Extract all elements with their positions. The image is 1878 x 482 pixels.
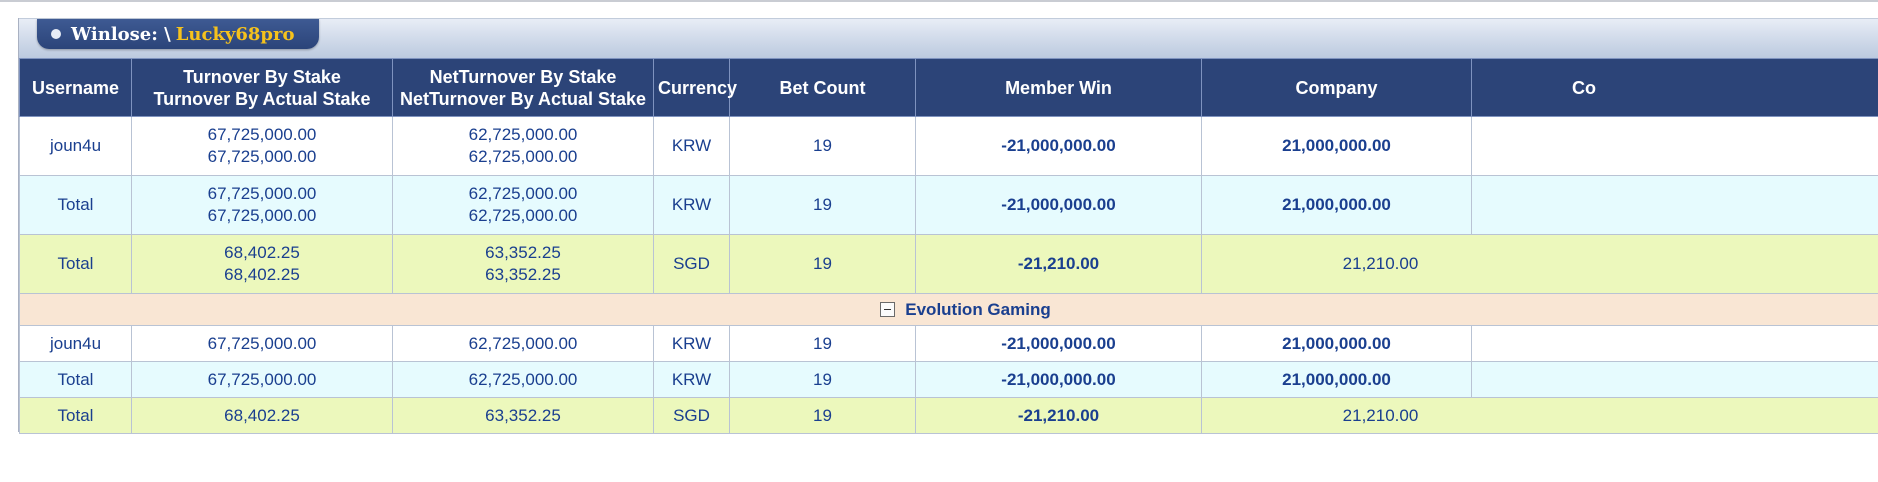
turnover-value: 68,402.25 [131,397,393,434]
total-label: Total [19,175,132,235]
username-link[interactable]: joun4u [19,325,132,362]
header-turnover-stake: Turnover By Stake [183,66,341,87]
panel-title-tab: Winlose: \ Lucky68pro [37,19,319,49]
table-row: joun4u 67,725,000.00 62,725,000.00 KRW 1… [19,325,1878,362]
header-turnover-actual: Turnover By Actual Stake [153,88,371,109]
header-currency[interactable]: Currency [653,58,737,117]
net-actual-value: 62,725,000.00 [468,206,578,225]
turnover-cell: 67,725,000.00 67,725,000.00 [131,175,393,235]
member-win-cell: -21,000,000.00 [915,116,1202,176]
turnover-stake-value: 67,725,000.00 [207,184,317,203]
winlose-panel: Winlose: \ Lucky68pro Username Turnover … [18,18,1878,434]
currency-cell: KRW [653,325,730,362]
header-bet-count[interactable]: Bet Count [729,58,916,117]
turnover-actual-value: 68,402.25 [224,265,300,284]
netturnover-value: 62,725,000.00 [392,361,654,398]
header-username[interactable]: Username [19,58,132,117]
username-link[interactable]: joun4u [19,116,132,176]
netturnover-value: 62,725,000.00 [392,325,654,362]
company-cell: 21,000,000.00 [1201,116,1472,176]
member-win-cell: -21,000,000.00 [915,175,1202,235]
co-cell [1471,116,1878,176]
net-stake-value: 62,725,000.00 [468,184,578,203]
group-name: Evolution Gaming [905,299,1051,319]
panel-title-bar: Winlose: \ Lucky68pro [19,18,1878,58]
bet-count-cell: 19 [729,325,916,362]
turnover-value: 67,725,000.00 [131,325,393,362]
turnover-cell: 67,725,000.00 67,725,000.00 [131,116,393,176]
header-net-stake: NetTurnover By Stake [429,66,617,87]
net-actual-value: 63,352.25 [485,265,561,284]
currency-cell: KRW [653,361,730,398]
turnover-stake-value: 68,402.25 [224,243,300,262]
currency-cell: KRW [653,175,730,235]
title-prefix: Winlose: \ [71,23,171,45]
turnover-actual-value: 67,725,000.00 [207,206,317,225]
netturnover-value: 63,352.25 [392,397,654,434]
company-cell: 21,210.00 [1201,397,1878,434]
table-row: Total 67,725,000.00 62,725,000.00 KRW 19… [19,361,1878,398]
header-turnover[interactable]: Turnover By Stake Turnover By Actual Sta… [131,58,393,117]
company-cell: 21,000,000.00 [1201,325,1472,362]
net-actual-value: 62,725,000.00 [468,147,578,166]
netturnover-cell: 62,725,000.00 62,725,000.00 [392,116,654,176]
company-cell: 21,000,000.00 [1201,361,1472,398]
table-row: Total 67,725,000.00 67,725,000.00 62,725… [19,175,1878,235]
co-cell [1471,325,1878,362]
bet-count-cell: 19 [729,175,916,235]
company-value: 21,210.00 [1342,405,1419,425]
winlose-table: Username Turnover By Stake Turnover By A… [19,58,1878,434]
co-cell [1471,175,1878,235]
header-net-actual: NetTurnover By Actual Stake [399,88,647,109]
bet-count-cell: 19 [729,397,916,434]
bet-count-cell: 19 [729,234,916,294]
company-cell: 21,210.00 [1201,234,1878,294]
table-row: Total 68,402.25 68,402.25 63,352.25 63,3… [19,234,1878,294]
total-label: Total [19,234,132,294]
total-label: Total [19,397,132,434]
bullet-dot-icon [51,29,61,39]
header-member-win[interactable]: Member Win [915,58,1202,117]
bet-count-cell: 19 [729,361,916,398]
table-row: Total 68,402.25 63,352.25 SGD 19 -21,210… [19,397,1878,434]
member-win-cell: -21,210.00 [915,397,1202,434]
header-co[interactable]: Co [1471,58,1878,117]
total-label: Total [19,361,132,398]
table-row: joun4u 67,725,000.00 67,725,000.00 62,72… [19,116,1878,176]
header-company[interactable]: Company [1201,58,1472,117]
title-username-link[interactable]: Lucky68pro [175,23,295,45]
member-win-cell: -21,000,000.00 [915,325,1202,362]
netturnover-cell: 62,725,000.00 62,725,000.00 [392,175,654,235]
member-win-cell: -21,210.00 [915,234,1202,294]
bet-count-cell: 19 [729,116,916,176]
member-win-cell: -21,000,000.00 [915,361,1202,398]
currency-cell: SGD [653,397,730,434]
group-header-cell[interactable]: Evolution Gaming [19,293,1878,326]
net-stake-value: 63,352.25 [485,243,561,262]
group-header-row[interactable]: Evolution Gaming [19,293,1878,326]
collapse-minus-icon[interactable] [880,301,896,317]
net-stake-value: 62,725,000.00 [468,125,578,144]
co-cell [1471,361,1878,398]
currency-cell: KRW [653,116,730,176]
company-value: 21,210.00 [1342,254,1419,273]
currency-cell: SGD [653,234,730,294]
turnover-cell: 68,402.25 68,402.25 [131,234,393,294]
company-cell: 21,000,000.00 [1201,175,1472,235]
netturnover-cell: 63,352.25 63,352.25 [392,234,654,294]
turnover-actual-value: 67,725,000.00 [207,147,317,166]
header-netturnover[interactable]: NetTurnover By Stake NetTurnover By Actu… [392,58,654,117]
header-row: Username Turnover By Stake Turnover By A… [19,58,1878,117]
turnover-value: 67,725,000.00 [131,361,393,398]
turnover-stake-value: 67,725,000.00 [207,125,317,144]
top-divider [0,0,1878,2]
